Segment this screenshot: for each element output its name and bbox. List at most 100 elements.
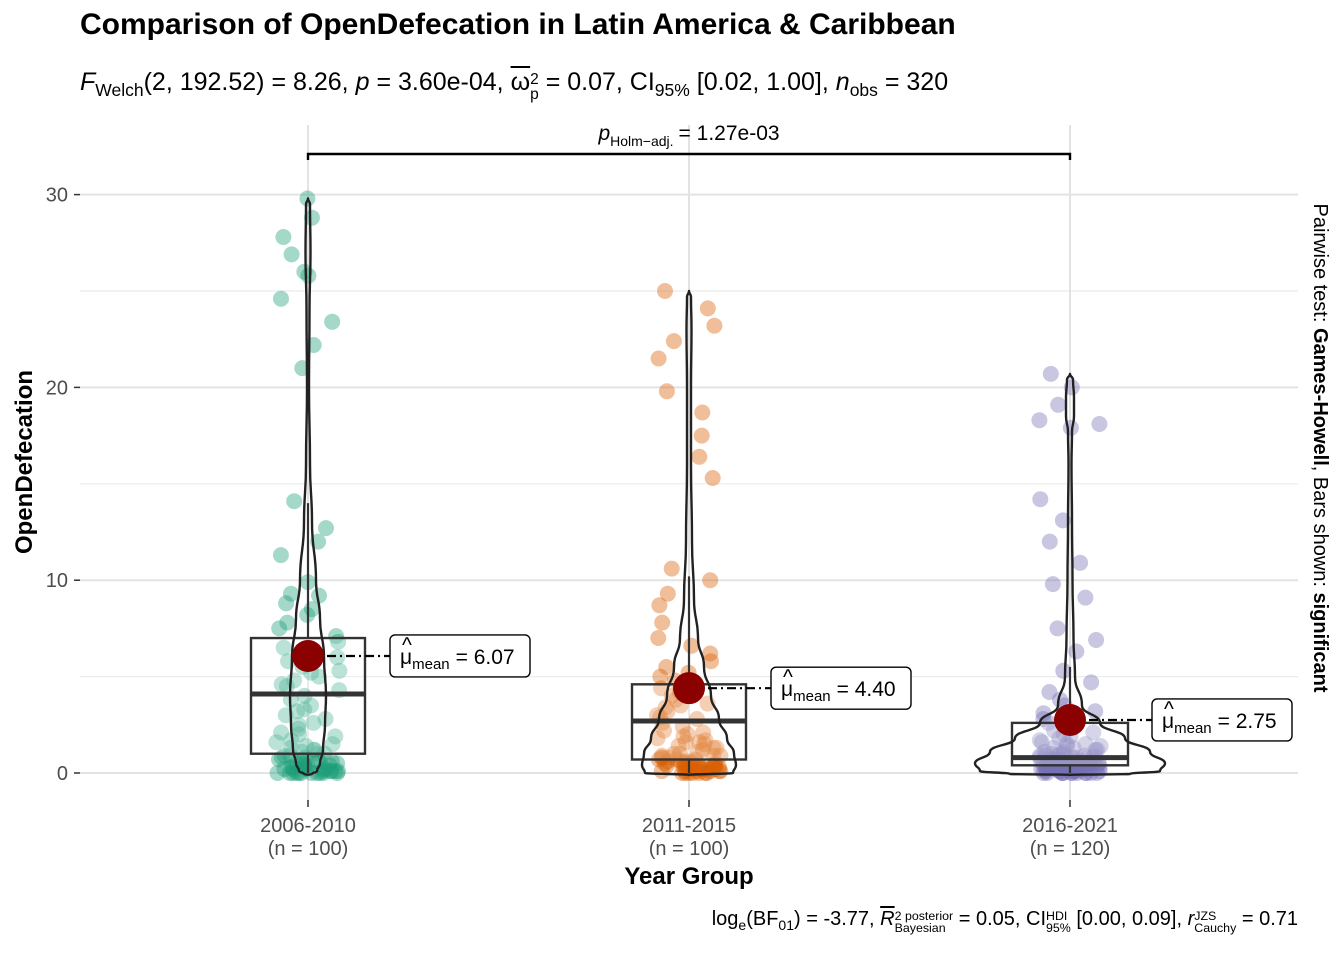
data-point [650, 630, 667, 646]
data-point [651, 597, 668, 614]
data-point [278, 595, 295, 612]
mean-label-hat: ^ [402, 634, 412, 657]
data-point [300, 267, 317, 284]
data-point [694, 404, 711, 421]
data-point [1041, 533, 1058, 550]
data-point [329, 755, 346, 772]
data-point [324, 736, 341, 753]
data-point [328, 628, 345, 645]
data-point [1064, 759, 1081, 776]
side-label-prefix: Pairwise test: [1309, 203, 1331, 327]
data-point [677, 765, 694, 781]
caption-r-sub: Bayesian [894, 920, 946, 935]
data-point [331, 662, 348, 679]
data-point [279, 614, 296, 631]
data-point [677, 734, 694, 751]
data-point [321, 757, 338, 774]
x-axis-title: Year Group [624, 863, 753, 890]
group-2006-2010: μmean = 6.07 ^ [249, 190, 531, 781]
data-point [311, 765, 328, 781]
data-point [1077, 736, 1094, 753]
data-point [665, 333, 682, 350]
data-point [1032, 491, 1049, 508]
subtitle-p-label: p [355, 68, 370, 96]
bracket-p-value: = 1.27e-03 [679, 122, 780, 145]
caption-rc-scripts: JZS Cauchy [1194, 910, 1236, 935]
mean-label: μmean = 2.75 [1162, 710, 1277, 737]
data-point [329, 649, 346, 666]
data-point [290, 716, 307, 733]
data-point [283, 246, 300, 263]
subtitle-n-label: n [835, 68, 850, 96]
data-point [1082, 765, 1099, 781]
data-point [1089, 741, 1106, 758]
data-point [1054, 765, 1071, 781]
data-point [1059, 738, 1076, 754]
data-point [706, 757, 723, 774]
mean-marker [1054, 703, 1086, 736]
data-point [1054, 765, 1071, 781]
data-point [673, 753, 690, 770]
data-point [679, 726, 696, 743]
subtitle-ci-sub: 95% [654, 80, 690, 101]
data-point [663, 560, 680, 577]
data-point [697, 732, 714, 749]
data-point [1052, 691, 1068, 708]
data-point [703, 653, 719, 670]
data-point [296, 263, 313, 280]
data-point [1077, 765, 1094, 781]
data-point [1072, 554, 1089, 571]
side-label-test: Games-Howell [1309, 328, 1331, 466]
data-point [650, 350, 667, 367]
caption-ci-value: [0.00, 0.09], [1076, 908, 1183, 930]
data-point [1045, 739, 1062, 756]
caption-r-value: = 0.05, CI [958, 908, 1046, 930]
data-point [690, 765, 707, 781]
y-axis-title: OpenDefecation [11, 370, 38, 554]
data-point [678, 759, 695, 776]
mean-label-value: = 6.07 [456, 646, 515, 669]
data-point [276, 747, 293, 764]
mean-label-hat: ^ [1164, 698, 1174, 721]
data-point [329, 765, 346, 781]
data-point [693, 427, 710, 444]
data-point [303, 209, 320, 226]
data-point [327, 763, 344, 780]
mean-label: μmean = 4.40 [781, 678, 896, 705]
data-point [1031, 412, 1048, 429]
groups-layer: μmean = 6.07^μmean = 4.40^μmean = 2.75^ [249, 190, 1293, 781]
data-point [290, 765, 307, 781]
caption-ci-scripts: HDI 95% [1046, 910, 1071, 935]
data-point [330, 763, 346, 780]
data-point [1044, 576, 1061, 593]
violin-outline [288, 197, 328, 777]
data-point [275, 229, 292, 245]
data-point [283, 739, 300, 756]
y-tick-label: 30 [46, 185, 68, 207]
data-point [691, 734, 708, 751]
data-point [1055, 765, 1071, 781]
data-point [675, 759, 692, 776]
data-point [674, 765, 691, 781]
x-tick-label: 2011-2015 [642, 815, 736, 837]
data-point [1085, 724, 1102, 741]
mean-label-box [389, 634, 531, 678]
violin-outline [640, 289, 738, 777]
data-point [1089, 765, 1105, 781]
data-point [696, 736, 713, 753]
caption-r-sup: 2 posterior [894, 909, 954, 924]
subtitle-stat-value: = 8.26, [271, 68, 349, 96]
subtitle-effect-sub: p [530, 85, 539, 103]
data-point [694, 741, 711, 758]
subtitle-n-value: = 320 [884, 68, 949, 96]
data-point [699, 300, 716, 317]
chart-subtitle: FWelch(2, 192.52) = 8.26, p = 3.60e-04, … [80, 68, 948, 102]
data-point [1091, 759, 1108, 776]
data-point [1052, 759, 1069, 776]
data-point [269, 765, 286, 781]
data-point [1035, 765, 1052, 781]
caption-r-scripts: 2 posterior Bayesian [894, 909, 954, 935]
data-point [294, 751, 311, 768]
data-point [689, 743, 706, 760]
data-point [683, 753, 700, 770]
